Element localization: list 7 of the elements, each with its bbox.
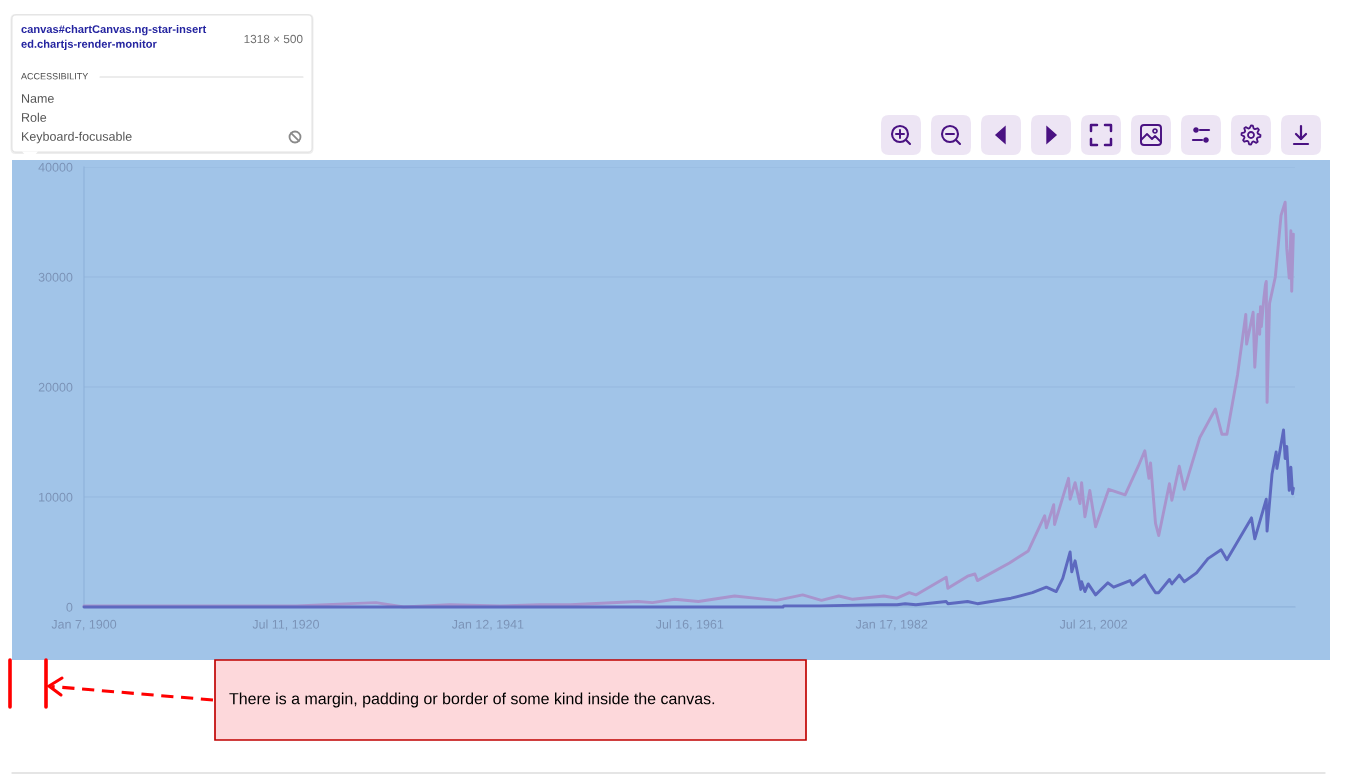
text: ACCESSIBILITY: [21, 73, 89, 80]
text: 1318 × 500: [244, 34, 303, 44]
text: Name: [22, 94, 54, 103]
text: Role: [22, 112, 47, 122]
text: There is a margin, padding or border of some kind inside the canvas.: [229, 692, 715, 708]
text: Keyboard-focusable: [22, 131, 132, 144]
text: canvas#chartCanvas.ng-star-insert ed.chartjs-render-monitor: [21, 24, 207, 51]
